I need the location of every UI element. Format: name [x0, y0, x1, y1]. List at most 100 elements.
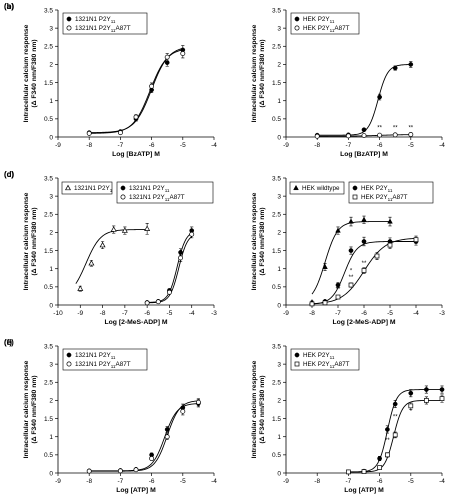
panel-f-xtick-label-2: -7	[346, 478, 352, 485]
panel-b-ytick-label-3: 1.5	[272, 80, 281, 87]
panel-a-legend-0-sub: 11	[111, 19, 116, 24]
panel-a-ytick-label-7: 3.5	[44, 7, 53, 14]
panel-d-legend-marker-1	[352, 185, 358, 191]
panel-f-series-1-point-4	[392, 432, 398, 438]
panel-a-legend-1-suffix: A87T	[116, 25, 131, 32]
panel-c-legend-1-sub: 11	[165, 188, 170, 193]
panel-a-series-1-point-2	[133, 114, 139, 120]
panel-d-series-1-point-3	[348, 248, 354, 253]
panel-c-series-0-point-5	[144, 225, 151, 231]
panel-a-series-1-point-0	[86, 130, 92, 136]
panel-c-ytick-label-0: 0	[49, 302, 53, 309]
panel-f-ytick-label-6: 3	[277, 361, 281, 368]
panel-a-legend-1-text: 1321N1 P2Y11A87T	[75, 25, 131, 33]
panel-c-ytick-label-1: 0.5	[44, 284, 53, 291]
panel-e-ytick-label-5: 2.5	[44, 380, 53, 387]
panel-f-legend-1-suffix: A87T	[334, 361, 349, 368]
panel-b-xtick-label-5: -4	[439, 142, 445, 149]
panel-b-xtick-label-4: -5	[408, 142, 414, 149]
panel-c-xtick-label-7: -3	[211, 310, 217, 317]
panel-d-xlabel: Log [2-MeS-ADP] M	[332, 319, 395, 326]
panel-e-ytick-label-3: 1.5	[44, 416, 53, 423]
panel-e-legend-0-sub: 11	[111, 355, 116, 360]
panel-a-ytick-label-0: 0	[49, 134, 53, 141]
panel-d-series-2	[309, 235, 419, 307]
panel-a-series-1-point-4	[164, 54, 170, 60]
panel-b-series-0-point-2	[361, 127, 367, 133]
panel-c-ytick-label-4: 2	[49, 230, 53, 237]
panel-a-ylabel-line2: (Δ F340 nm/F380 nm)	[31, 39, 38, 107]
panel-d-series-0	[309, 215, 393, 305]
panel-c-xtick-label-6: -4	[189, 310, 195, 317]
panel-d-legend-marker-0	[293, 184, 299, 191]
panel-b-ytick-label-1: 0.5	[272, 116, 281, 123]
panel-f-legend-1-sub: 11	[330, 364, 335, 369]
panel-d-ytick-label-5: 2.5	[272, 212, 281, 219]
panel-e-series-1-point-3	[149, 456, 155, 461]
panel-d-series-0-point-4	[361, 216, 367, 222]
panel-f-xtick-label-5: -4	[439, 478, 445, 485]
panel-f-ytick-label-7: 3.5	[272, 343, 281, 350]
panel-f-ytick-label-1: 0.5	[272, 452, 281, 459]
panel-e-ylabel-line2: (Δ F340 nm/F380 nm)	[31, 375, 38, 443]
panel-d-annotation-0: **	[336, 287, 341, 293]
panel-b-legend-1-sub: 11	[330, 28, 335, 33]
panel-b-series-0-point-3	[377, 94, 382, 100]
panel-d-series-2-point-7	[413, 237, 419, 243]
panel-a-series-1	[86, 48, 186, 136]
panel-c-ylabel-line2: (Δ F340 nm/F380 nm)	[31, 207, 38, 275]
panel-d-series-2-point-4	[361, 268, 367, 273]
panel-b-legend-0-text: HEK P2Y11	[303, 16, 335, 24]
panel-e-series-1-point-4	[164, 434, 170, 440]
panel-d-xtick-label-6: -3	[439, 310, 445, 317]
panel-b-ytick-label-6: 3	[277, 25, 281, 32]
panel-c-legend-marker-1	[120, 185, 126, 191]
panel-f-ytick-label-5: 2.5	[272, 380, 281, 387]
panel-c-xtick-label-4: -6	[144, 310, 150, 317]
panel-c-legend-0-sub: 1	[110, 188, 113, 193]
panel-f-series-0-point-5	[408, 390, 414, 396]
panel-b-ytick-label-0: 0	[277, 134, 281, 141]
panel-d-xtick-label-1: -8	[309, 310, 315, 317]
panel-d-ytick-label-1: 0.5	[272, 284, 281, 291]
panel-e-legend-marker-1	[66, 361, 72, 367]
panel-e-legend-0-text: 1321N1 P2Y11	[75, 352, 116, 360]
panel-f-legend-1-text: HEK P2Y11A87T	[303, 361, 350, 369]
panel-c-series-1-point-3	[178, 250, 183, 255]
panel-b-xtick-label-2: -7	[346, 142, 352, 149]
panel-f-legend-0-sub: 11	[330, 355, 335, 360]
panel-e-legend-1-sub: 11	[111, 364, 116, 369]
panel-b-xtick-label-1: -8	[314, 142, 320, 149]
panel-f-series-0-point-4	[392, 401, 398, 407]
panel-e-series-1-point-2	[133, 467, 139, 473]
panel-b-ylabel-line2: (Δ F340 nm/F380 nm)	[259, 39, 266, 107]
panel-e-series-1-point-0	[86, 468, 92, 474]
panel-c-legend-2-suffix: A87T	[170, 194, 185, 201]
panel-d-legend-2-text: HEK P2Y11A87T	[361, 194, 408, 202]
panel-f-series-1-point-6	[424, 398, 429, 403]
panel-b-series-0-point-5	[408, 62, 414, 67]
panel-d-legend-2-sub: 11	[388, 197, 393, 202]
panel-f-ytick-label-2: 1	[277, 434, 281, 441]
panel-c-xlabel: Log [2-MeS-ADP] M	[104, 319, 167, 326]
panel-c-label: (c)	[4, 170, 14, 179]
panel-a-series-1-point-3	[149, 83, 155, 89]
panel-f-ytick-label-4: 2	[277, 398, 281, 405]
panel-d-ytick-label-6: 3	[277, 193, 281, 200]
panel-a-xtick-label-0: -9	[55, 142, 61, 149]
panel-d-legend-2-suffix: A87T	[392, 194, 407, 201]
panel-b-series-1-point-2	[361, 133, 367, 138]
panel-d-ylabel-line1: Intracellular calcium response	[251, 192, 258, 290]
panel-d-series-0-point-2	[335, 227, 341, 233]
panel-f-xtick-label-0: -9	[283, 478, 289, 485]
panel-b-annotation-0: **	[377, 126, 382, 132]
panel-a-ytick-label-3: 1.5	[44, 80, 53, 87]
panel-c-ytick-label-6: 3	[49, 193, 53, 200]
panel-a: (a) 0 0.5 1 1.5 2 2.5 3 3.5 -9 -8 -7 -6 -5 -4 Log [BzAT…	[4, 2, 217, 158]
panel-b-xtick-label-3: -6	[377, 142, 383, 149]
panel-b-legend-marker-0	[294, 16, 300, 22]
panel-a-series-1-point-1	[117, 130, 123, 136]
panel-b-ytick-label-7: 3.5	[272, 7, 281, 14]
